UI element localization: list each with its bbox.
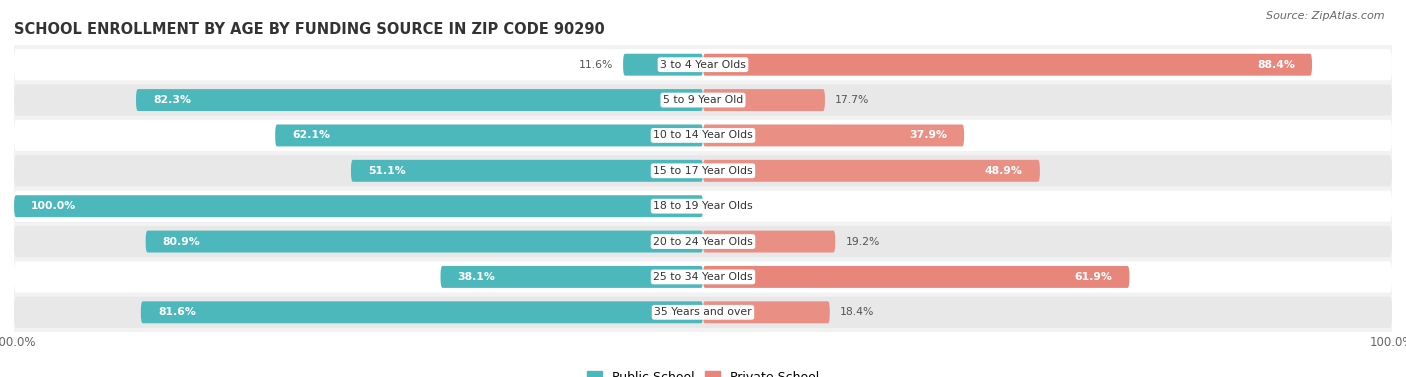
FancyBboxPatch shape [14, 155, 1392, 186]
Text: 82.3%: 82.3% [153, 95, 191, 105]
FancyBboxPatch shape [14, 195, 703, 217]
Text: 80.9%: 80.9% [163, 236, 201, 247]
FancyBboxPatch shape [440, 266, 703, 288]
FancyBboxPatch shape [14, 297, 1392, 328]
Text: 11.6%: 11.6% [578, 60, 613, 70]
Text: 38.1%: 38.1% [458, 272, 495, 282]
FancyBboxPatch shape [146, 231, 703, 253]
Text: 88.4%: 88.4% [1257, 60, 1295, 70]
Text: 81.6%: 81.6% [157, 307, 195, 317]
Legend: Public School, Private School: Public School, Private School [582, 366, 824, 377]
Text: 15 to 17 Year Olds: 15 to 17 Year Olds [654, 166, 752, 176]
Text: 37.9%: 37.9% [908, 130, 946, 141]
Text: 48.9%: 48.9% [984, 166, 1022, 176]
Text: 62.1%: 62.1% [292, 130, 330, 141]
Text: 25 to 34 Year Olds: 25 to 34 Year Olds [654, 272, 752, 282]
Text: 61.9%: 61.9% [1074, 272, 1112, 282]
FancyBboxPatch shape [703, 231, 835, 253]
Text: 19.2%: 19.2% [845, 236, 880, 247]
Text: 18 to 19 Year Olds: 18 to 19 Year Olds [654, 201, 752, 211]
FancyBboxPatch shape [352, 160, 703, 182]
FancyBboxPatch shape [703, 124, 965, 146]
FancyBboxPatch shape [703, 266, 1129, 288]
FancyBboxPatch shape [703, 89, 825, 111]
FancyBboxPatch shape [14, 226, 1392, 257]
FancyBboxPatch shape [703, 54, 1312, 76]
Text: 18.4%: 18.4% [841, 307, 875, 317]
Text: 5 to 9 Year Old: 5 to 9 Year Old [662, 95, 744, 105]
Text: 3 to 4 Year Olds: 3 to 4 Year Olds [659, 60, 747, 70]
Text: 35 Years and over: 35 Years and over [654, 307, 752, 317]
FancyBboxPatch shape [14, 261, 1392, 293]
Text: Source: ZipAtlas.com: Source: ZipAtlas.com [1267, 11, 1385, 21]
FancyBboxPatch shape [14, 84, 1392, 116]
FancyBboxPatch shape [141, 301, 703, 323]
FancyBboxPatch shape [276, 124, 703, 146]
FancyBboxPatch shape [14, 120, 1392, 151]
Text: 10 to 14 Year Olds: 10 to 14 Year Olds [654, 130, 752, 141]
FancyBboxPatch shape [136, 89, 703, 111]
Text: 100.0%: 100.0% [31, 201, 76, 211]
Text: SCHOOL ENROLLMENT BY AGE BY FUNDING SOURCE IN ZIP CODE 90290: SCHOOL ENROLLMENT BY AGE BY FUNDING SOUR… [14, 22, 605, 37]
FancyBboxPatch shape [14, 191, 1392, 222]
FancyBboxPatch shape [703, 301, 830, 323]
FancyBboxPatch shape [703, 160, 1040, 182]
Text: 17.7%: 17.7% [835, 95, 870, 105]
Text: 0.0%: 0.0% [713, 201, 741, 211]
Text: 20 to 24 Year Olds: 20 to 24 Year Olds [654, 236, 752, 247]
FancyBboxPatch shape [623, 54, 703, 76]
FancyBboxPatch shape [14, 49, 1392, 80]
Text: 51.1%: 51.1% [368, 166, 406, 176]
